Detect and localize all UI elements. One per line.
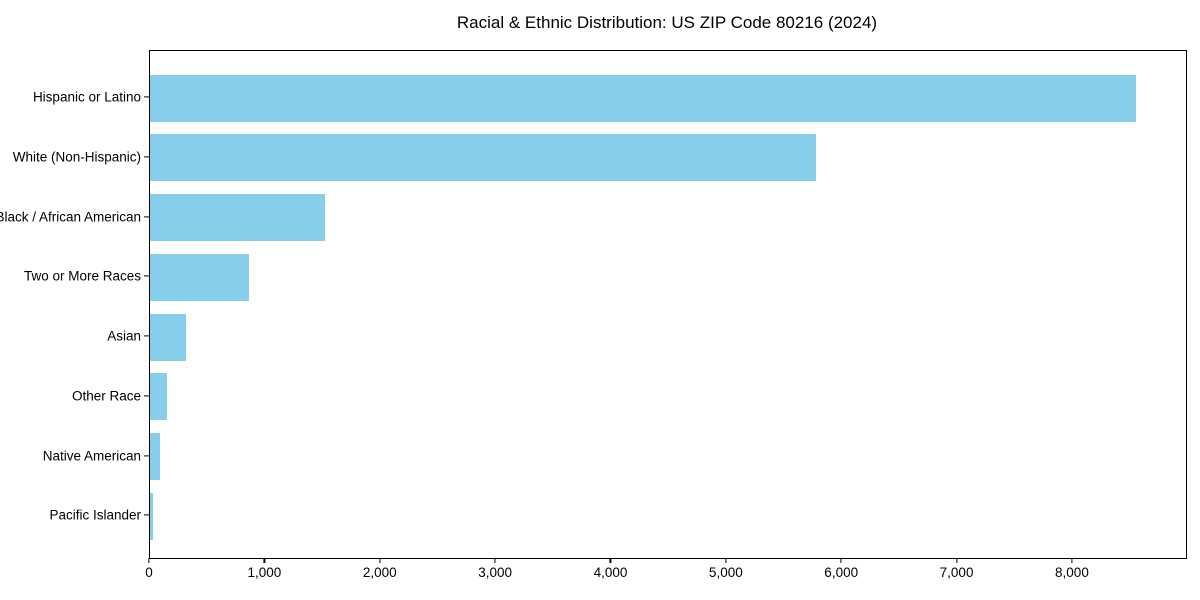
- bar-native-american: [150, 433, 161, 480]
- y-tick-label: Hispanic or Latino: [32, 89, 141, 105]
- bar-other-race: [150, 373, 168, 421]
- x-tick-label: 2,000: [362, 565, 397, 580]
- y-tick-mark: [144, 275, 149, 277]
- x-tick-mark: [840, 558, 842, 563]
- y-tick-mark: [144, 454, 149, 457]
- x-tick-mark: [379, 558, 381, 563]
- chart-title: Racial & Ethnic Distribution: US ZIP Cod…: [456, 13, 878, 32]
- y-tick-mark: [144, 96, 149, 98]
- x-tick-label: 1,000: [247, 565, 282, 580]
- bar-pacific-islander: [150, 492, 153, 540]
- bar-asian: [150, 313, 186, 361]
- y-tick-mark: [144, 514, 149, 516]
- x-tick-mark: [725, 558, 727, 563]
- x-tick-mark: [263, 558, 265, 563]
- bar-hispanic-or-latino: [150, 74, 1137, 122]
- bar-black-african-american: [150, 194, 326, 241]
- y-tick-label: Native American: [42, 448, 141, 463]
- y-tick-mark: [144, 215, 149, 218]
- x-tick-mark: [1071, 558, 1073, 563]
- x-tick-mark: [494, 558, 496, 563]
- y-tick-label: Black / African American: [0, 209, 141, 224]
- plot-area: [149, 50, 1187, 559]
- bar-white-non-hispanic: [150, 134, 816, 182]
- y-tick-label: White (Non-Hispanic): [12, 149, 141, 165]
- y-tick-label: Two or More Races: [23, 268, 141, 284]
- x-tick-label: 0: [145, 565, 153, 580]
- y-tick-mark: [144, 335, 149, 337]
- x-tick-label: 7,000: [939, 565, 974, 580]
- x-tick-label: 8,000: [1055, 565, 1089, 580]
- y-tick-mark: [144, 395, 149, 397]
- x-tick-label: 4,000: [593, 565, 628, 580]
- x-tick-mark: [609, 558, 612, 563]
- x-tick-mark: [955, 558, 958, 563]
- y-tick-mark: [144, 156, 149, 158]
- y-tick-label: Other Race: [71, 388, 141, 404]
- bar-two-or-more-races: [150, 253, 250, 301]
- y-tick-label: Asian: [107, 328, 141, 344]
- y-tick-label: Pacific Islander: [49, 507, 141, 523]
- x-tick-mark: [148, 558, 150, 563]
- x-tick-label: 6,000: [824, 565, 859, 580]
- x-tick-label: 5,000: [708, 565, 743, 580]
- x-tick-label: 3,000: [478, 565, 512, 580]
